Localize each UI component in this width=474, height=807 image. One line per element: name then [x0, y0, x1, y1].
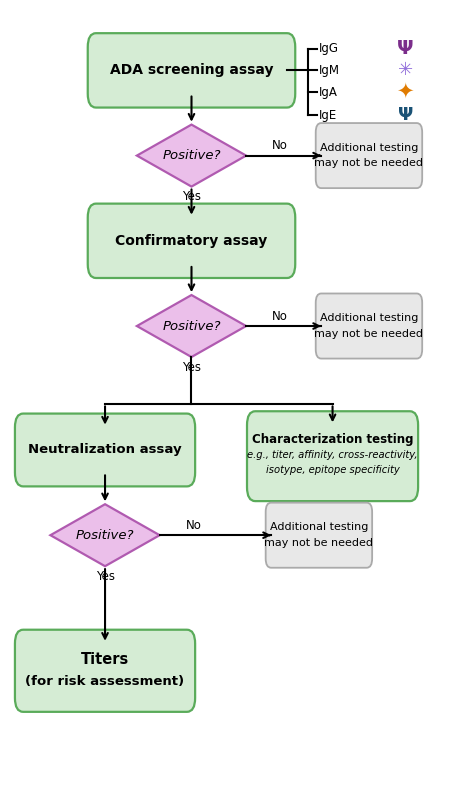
Text: IgE: IgE: [319, 109, 337, 122]
Text: No: No: [272, 140, 288, 153]
Text: (for risk assessment): (for risk assessment): [26, 675, 184, 688]
Text: Yes: Yes: [182, 361, 201, 374]
FancyBboxPatch shape: [15, 629, 195, 712]
FancyBboxPatch shape: [265, 503, 372, 568]
Polygon shape: [137, 124, 246, 186]
Text: Yes: Yes: [96, 570, 115, 583]
Text: IgG: IgG: [319, 42, 339, 55]
Text: Positive?: Positive?: [162, 149, 221, 162]
Text: IgA: IgA: [319, 86, 338, 98]
FancyBboxPatch shape: [316, 294, 422, 358]
Text: Additional testing: Additional testing: [320, 143, 418, 153]
Text: may not be needed: may not be needed: [314, 328, 423, 339]
Text: may not be needed: may not be needed: [264, 538, 374, 548]
Text: Characterization testing: Characterization testing: [252, 433, 413, 445]
FancyBboxPatch shape: [88, 33, 295, 107]
Text: isotype, epitope specificity: isotype, epitope specificity: [266, 465, 400, 475]
Polygon shape: [50, 504, 160, 567]
Text: e.g., titer, affinity, cross-reactivity,: e.g., titer, affinity, cross-reactivity,: [247, 449, 418, 460]
Text: Ψ: Ψ: [398, 107, 413, 124]
Text: Additional testing: Additional testing: [270, 522, 368, 533]
Text: Confirmatory assay: Confirmatory assay: [115, 234, 268, 248]
Text: Neutralization assay: Neutralization assay: [28, 444, 182, 457]
Text: ADA screening assay: ADA screening assay: [110, 64, 273, 77]
Text: ✦: ✦: [397, 82, 414, 102]
Text: Positive?: Positive?: [162, 320, 221, 332]
Text: No: No: [186, 519, 202, 532]
Text: Positive?: Positive?: [76, 529, 134, 541]
Text: Ψ: Ψ: [397, 40, 414, 58]
Text: Yes: Yes: [182, 190, 201, 203]
FancyBboxPatch shape: [316, 123, 422, 188]
FancyBboxPatch shape: [247, 412, 418, 501]
Text: Titers: Titers: [81, 652, 129, 667]
FancyBboxPatch shape: [88, 203, 295, 278]
Text: Additional testing: Additional testing: [320, 313, 418, 324]
Text: ✳: ✳: [398, 61, 413, 79]
Polygon shape: [137, 295, 246, 357]
Text: may not be needed: may not be needed: [314, 158, 423, 169]
FancyBboxPatch shape: [15, 413, 195, 487]
Text: IgM: IgM: [319, 64, 340, 77]
Text: No: No: [272, 310, 288, 323]
